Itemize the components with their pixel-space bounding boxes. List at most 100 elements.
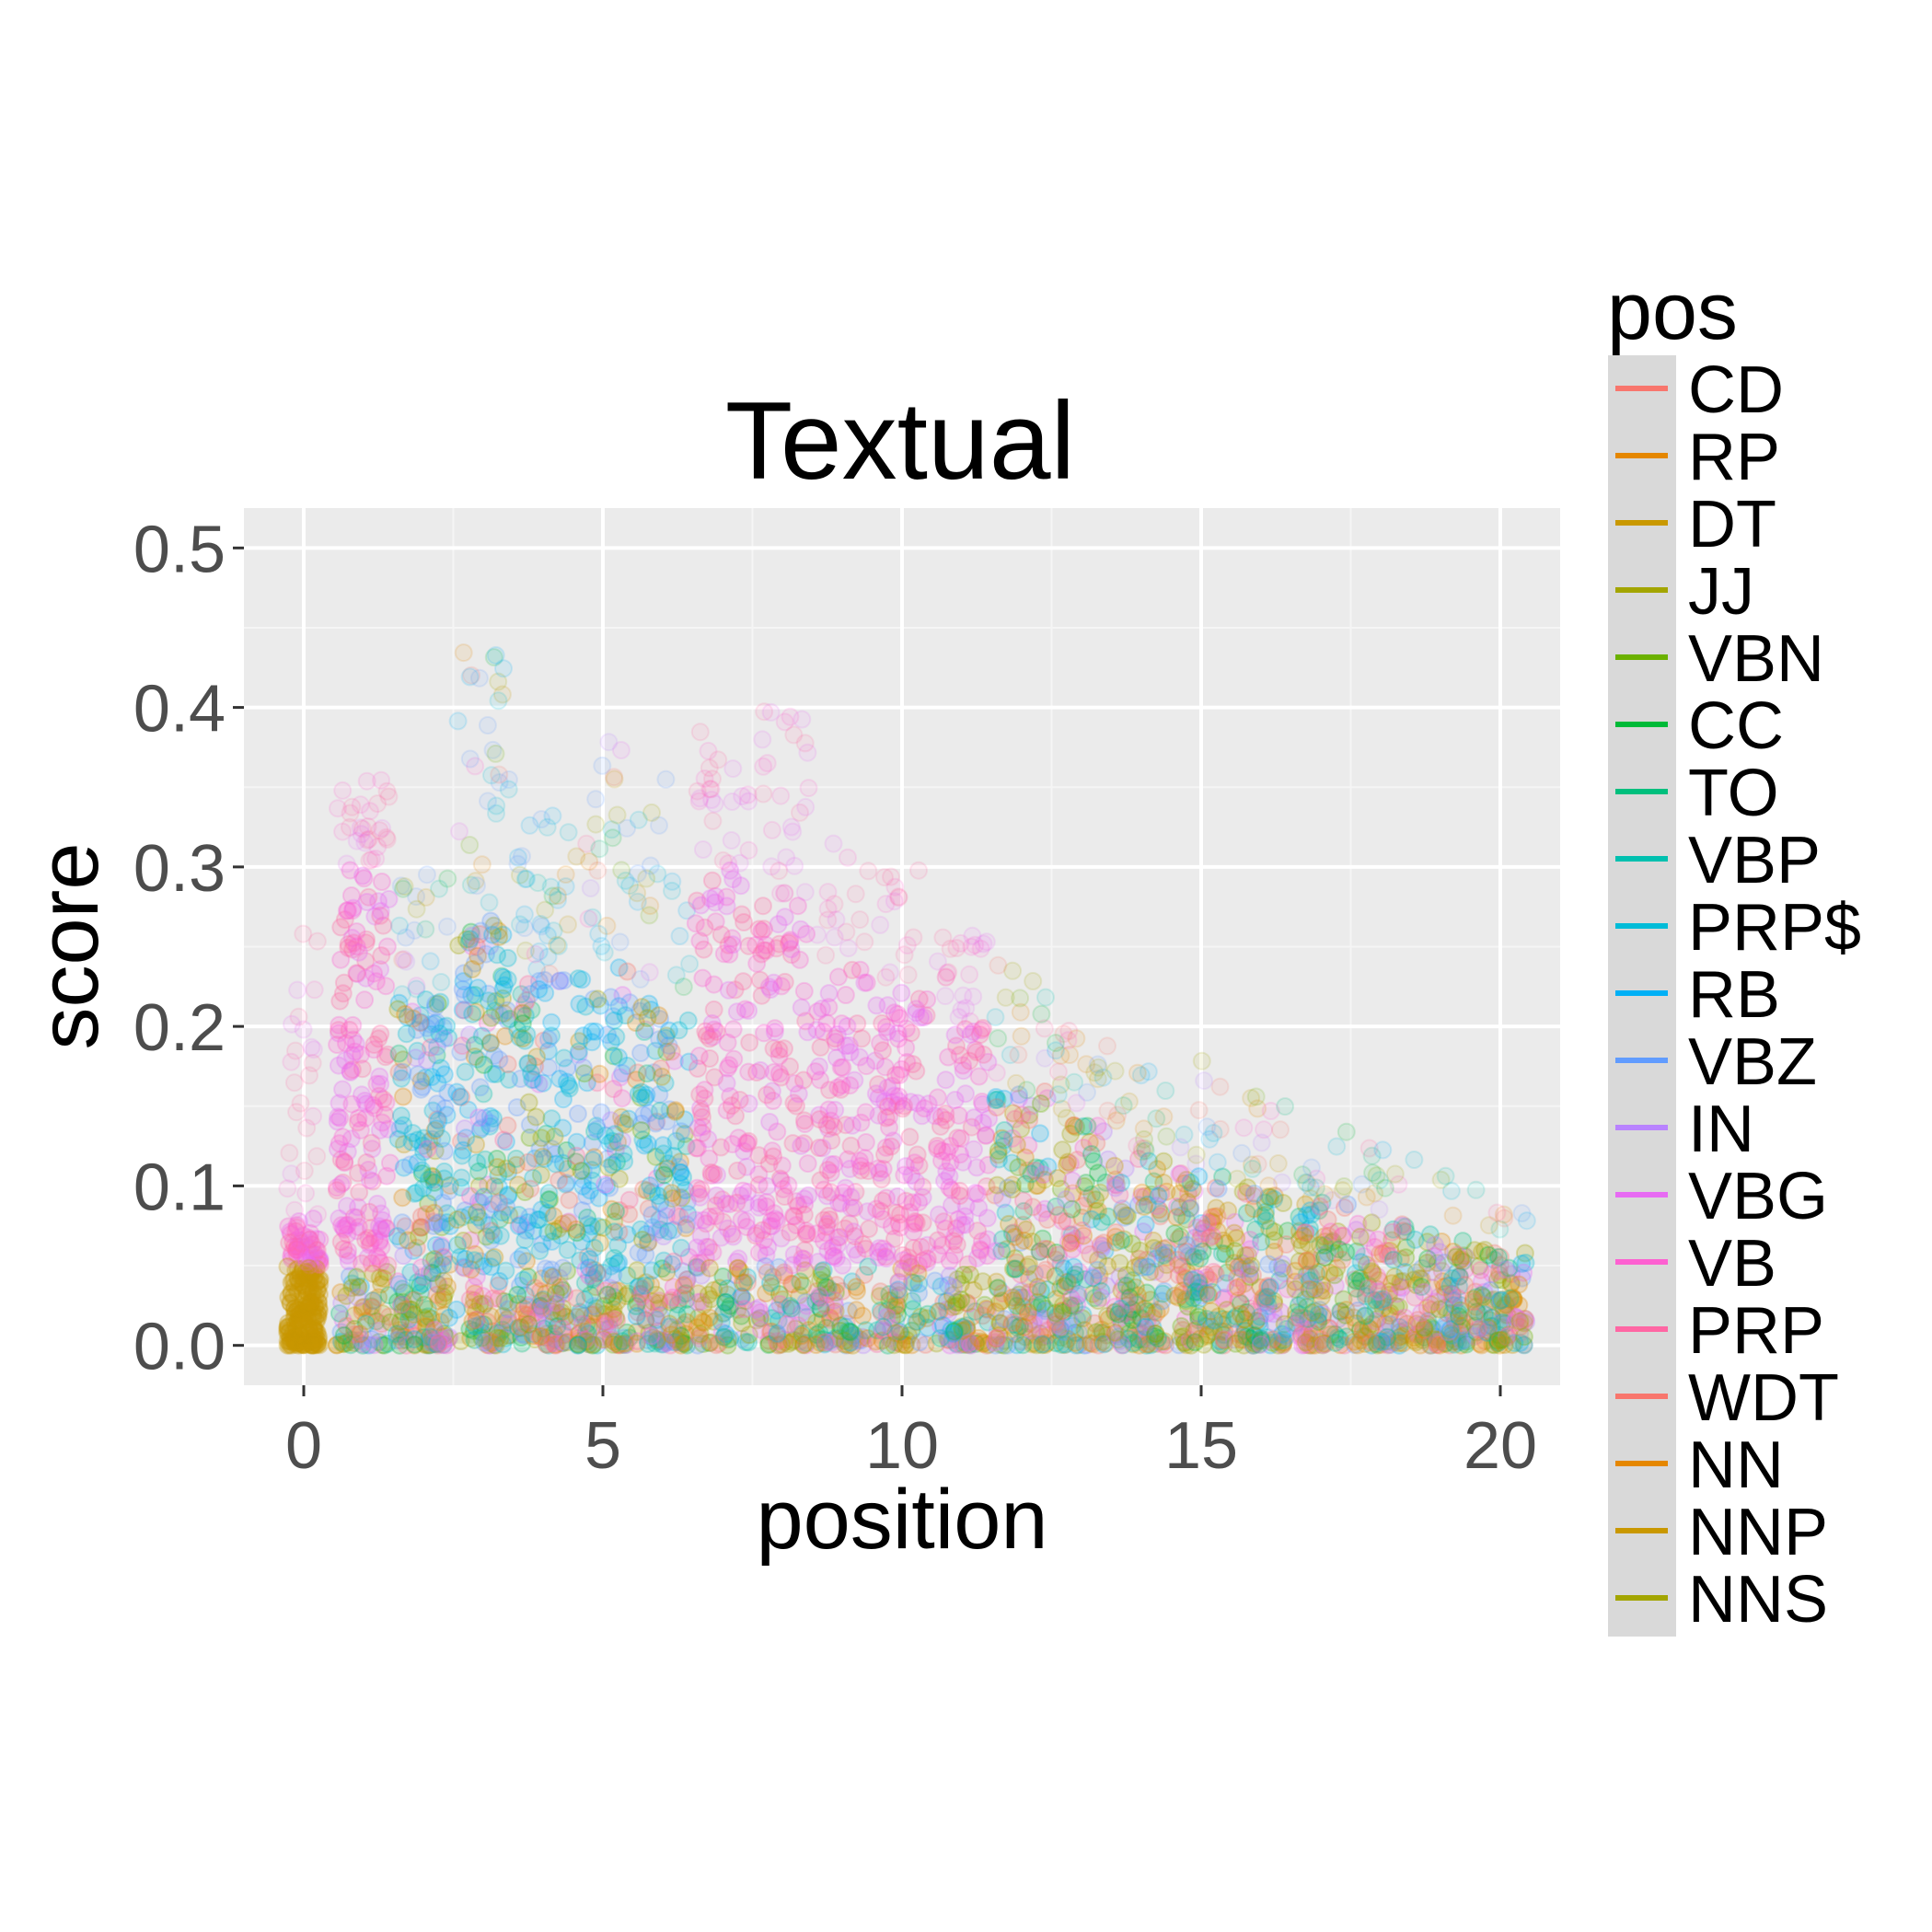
data-point [282, 1052, 301, 1071]
data-point [834, 1183, 853, 1202]
data-point [371, 1024, 390, 1044]
data-point [513, 847, 531, 866]
data-point [481, 1033, 500, 1052]
data-point [627, 1307, 646, 1325]
data-point [394, 1087, 412, 1106]
data-point [300, 1332, 319, 1351]
data-point [310, 1269, 330, 1289]
data-point [413, 1136, 433, 1155]
data-point [469, 946, 488, 966]
data-point [468, 1049, 487, 1069]
data-point [605, 769, 624, 789]
data-point [532, 917, 551, 936]
data-point [515, 1314, 534, 1334]
data-point [290, 1301, 309, 1320]
data-point [1463, 1290, 1483, 1309]
data-point [331, 918, 351, 937]
data-point [472, 855, 492, 874]
data-point [836, 986, 855, 1004]
data-point [412, 1077, 432, 1096]
data-point [425, 1141, 445, 1161]
data-point [281, 1293, 300, 1313]
data-point [640, 963, 659, 982]
data-point [703, 811, 723, 830]
data-point [816, 945, 836, 965]
data-point [584, 1238, 604, 1257]
data-point [556, 877, 575, 897]
data-point [659, 1021, 678, 1040]
data-point [771, 786, 791, 805]
data-point [467, 1301, 486, 1321]
data-point [500, 1314, 519, 1334]
data-point [573, 1170, 593, 1189]
data-point [472, 1323, 492, 1342]
data-point [283, 1287, 303, 1306]
data-point [1251, 1335, 1270, 1354]
data-point [782, 1299, 801, 1318]
data-point [337, 1286, 356, 1305]
data-point [616, 871, 635, 890]
data-point [408, 1041, 427, 1060]
data-point [422, 1264, 442, 1283]
legend-label: NNS [1688, 1563, 1828, 1637]
data-point [337, 1334, 356, 1353]
data-point [390, 1119, 410, 1139]
data-point [461, 1328, 480, 1348]
data-point [1246, 1087, 1266, 1106]
data-point [307, 1240, 326, 1259]
data-point [286, 1320, 306, 1339]
data-point [629, 810, 648, 829]
data-point [905, 1153, 924, 1173]
data-point [689, 792, 709, 811]
data-point [572, 1162, 591, 1181]
data-point [537, 1335, 556, 1354]
data-point [1385, 1267, 1405, 1287]
data-point [548, 1335, 567, 1354]
data-point [1504, 1290, 1523, 1309]
data-point [492, 966, 511, 986]
data-point [513, 1246, 532, 1266]
data-point [842, 1116, 862, 1135]
data-point [1497, 1260, 1516, 1279]
data-points [278, 643, 1536, 1355]
data-point [1260, 1278, 1279, 1297]
data-point [288, 1315, 307, 1335]
data-point [297, 1299, 317, 1317]
data-point [608, 1132, 628, 1151]
data-point [490, 1050, 509, 1070]
data-point [307, 1259, 326, 1278]
data-point [283, 1330, 303, 1349]
data-point [460, 836, 480, 854]
data-point [904, 1222, 923, 1242]
data-point [376, 1047, 395, 1067]
data-point [723, 759, 743, 779]
data-point [513, 1334, 532, 1353]
data-point [483, 1195, 503, 1214]
data-point [299, 1275, 318, 1294]
data-point [371, 901, 390, 920]
data-point [452, 1208, 471, 1227]
data-point [343, 898, 363, 918]
data-point [604, 1047, 623, 1066]
data-point [371, 906, 390, 925]
data-point [299, 1298, 318, 1317]
data-point [291, 1334, 310, 1353]
data-point [374, 1090, 393, 1109]
data-point [392, 1331, 411, 1350]
data-point [355, 990, 375, 1010]
data-point [282, 1336, 301, 1355]
data-point [953, 1215, 972, 1234]
data-point [487, 796, 506, 816]
data-point [524, 1325, 543, 1344]
data-point [513, 1003, 532, 1023]
data-point [432, 1059, 451, 1078]
data-point [1301, 1158, 1321, 1177]
data-point [305, 1319, 324, 1337]
data-point [576, 997, 596, 1016]
data-point [508, 1020, 527, 1039]
data-point [403, 1290, 422, 1309]
data-point [674, 978, 693, 997]
data-point [360, 1235, 379, 1255]
data-point [334, 1240, 353, 1258]
data-point [978, 1209, 997, 1228]
